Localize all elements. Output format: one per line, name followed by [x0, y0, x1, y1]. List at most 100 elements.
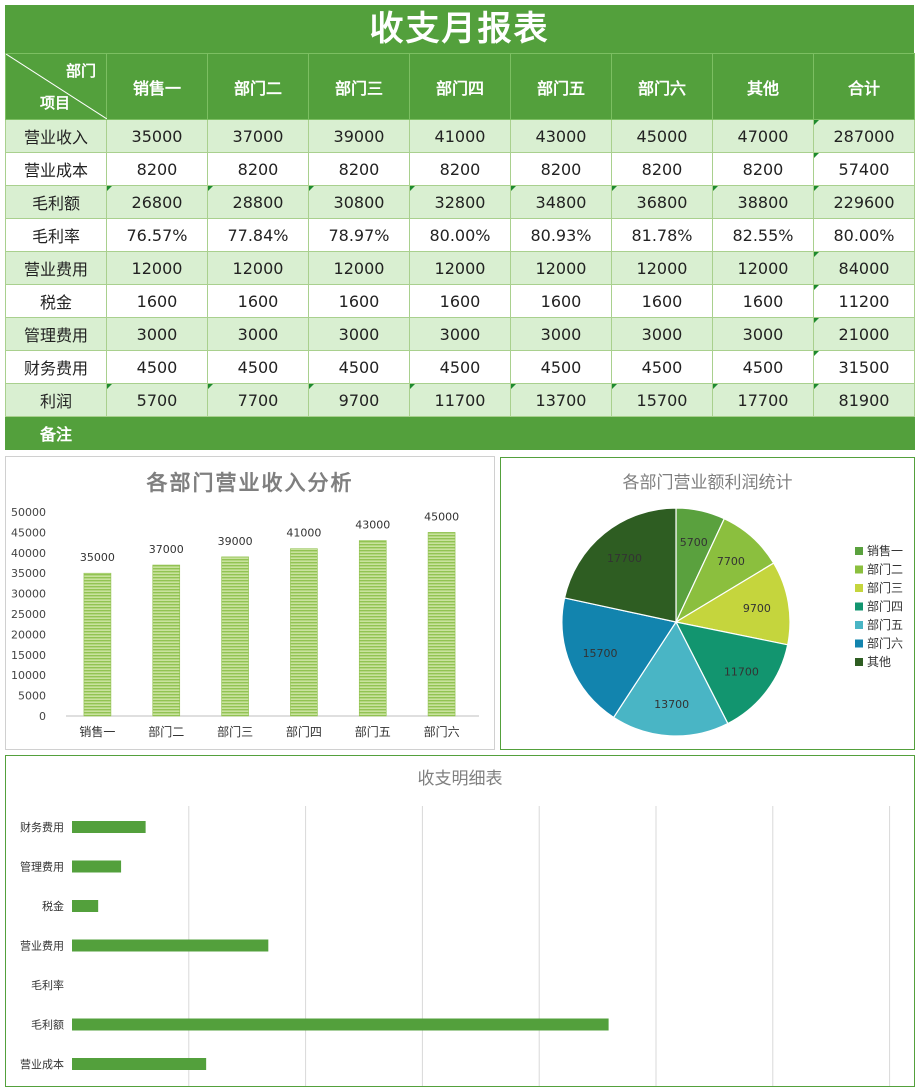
table-cell[interactable]: 8200 — [712, 152, 814, 186]
table-cell[interactable]: 26800 — [106, 185, 208, 219]
table-cell[interactable]: 4500 — [106, 350, 208, 384]
bar-value-label: 37000 — [149, 543, 184, 556]
table-cell[interactable]: 11700 — [409, 383, 511, 417]
table-cell[interactable]: 43000 — [510, 119, 612, 153]
row-label[interactable]: 财务费用 — [5, 350, 107, 384]
table-cell[interactable]: 81.78% — [611, 218, 713, 252]
table-cell[interactable]: 28800 — [207, 185, 309, 219]
table-cell[interactable]: 4500 — [308, 350, 410, 384]
table-cell[interactable]: 11200 — [813, 284, 915, 318]
row-label[interactable]: 营业收入 — [5, 119, 107, 153]
row-label[interactable]: 营业成本 — [5, 152, 107, 186]
table-cell[interactable]: 1600 — [207, 284, 309, 318]
table-cell[interactable]: 45000 — [611, 119, 713, 153]
table-cell[interactable]: 80.00% — [409, 218, 511, 252]
table-cell[interactable]: 3000 — [207, 317, 309, 351]
table-cell[interactable]: 57400 — [813, 152, 915, 186]
table-cell[interactable]: 3000 — [308, 317, 410, 351]
note-cell[interactable] — [106, 416, 915, 450]
table-cell[interactable]: 12000 — [611, 251, 713, 285]
table-cell[interactable]: 15700 — [611, 383, 713, 417]
table-cell[interactable]: 1600 — [510, 284, 612, 318]
row-label[interactable]: 利润 — [5, 383, 107, 417]
table-cell[interactable]: 3000 — [611, 317, 713, 351]
table-cell[interactable]: 12000 — [207, 251, 309, 285]
y-category-label: 营业成本 — [20, 1057, 64, 1071]
table-cell[interactable]: 1600 — [106, 284, 208, 318]
row-label[interactable]: 毛利率 — [5, 218, 107, 252]
table-cell[interactable]: 31500 — [813, 350, 915, 384]
revenue-bar — [427, 532, 456, 717]
table-cell[interactable]: 4500 — [510, 350, 612, 384]
table-cell[interactable]: 41000 — [409, 119, 511, 153]
table-cell[interactable]: 8200 — [409, 152, 511, 186]
table-cell[interactable]: 3000 — [409, 317, 511, 351]
table-cell[interactable]: 1600 — [308, 284, 410, 318]
pie-value-label: 13700 — [654, 698, 689, 711]
revenue-bar — [358, 540, 387, 717]
y-tick-label: 5000 — [18, 690, 46, 703]
table-cell[interactable]: 4500 — [712, 350, 814, 384]
row-label[interactable]: 营业费用 — [5, 251, 107, 285]
table-cell[interactable]: 229600 — [813, 185, 915, 219]
table-cell[interactable]: 7700 — [207, 383, 309, 417]
table-cell[interactable]: 5700 — [106, 383, 208, 417]
table-cell[interactable]: 84000 — [813, 251, 915, 285]
table-cell[interactable]: 9700 — [308, 383, 410, 417]
row-label[interactable]: 管理费用 — [5, 317, 107, 351]
table-cell[interactable]: 34800 — [510, 185, 612, 219]
table-cell[interactable]: 1600 — [409, 284, 511, 318]
table-cell[interactable]: 81900 — [813, 383, 915, 417]
table-cell[interactable]: 1600 — [611, 284, 713, 318]
table-cell[interactable]: 3000 — [712, 317, 814, 351]
table-cell[interactable]: 287000 — [813, 119, 915, 153]
header-row: 部门 项目 销售一 部门二 部门三 部门四 部门五 部门六 其他 合计 — [5, 53, 915, 120]
corner-top-label: 部门 — [65, 62, 96, 80]
table-cell[interactable]: 47000 — [712, 119, 814, 153]
legend-label: 其他 — [867, 655, 891, 669]
table-cell[interactable]: 39000 — [308, 119, 410, 153]
table-cell[interactable]: 78.97% — [308, 218, 410, 252]
table-cell[interactable]: 4500 — [611, 350, 713, 384]
table-cell[interactable]: 8200 — [510, 152, 612, 186]
row-label[interactable]: 毛利额 — [5, 185, 107, 219]
table-cell[interactable]: 3000 — [106, 317, 208, 351]
table-cell[interactable]: 8200 — [106, 152, 208, 186]
table-cell[interactable]: 80.93% — [510, 218, 612, 252]
legend-label: 部门六 — [867, 636, 903, 651]
table-cell[interactable]: 32800 — [409, 185, 511, 219]
table-cell[interactable]: 12000 — [409, 251, 511, 285]
y-tick-label: 30000 — [11, 588, 46, 601]
column-header: 部门五 — [510, 53, 612, 120]
corner-cell: 部门 项目 — [5, 53, 107, 120]
cell-marker-icon — [713, 384, 718, 389]
table-cell[interactable]: 37000 — [207, 119, 309, 153]
table-cell[interactable]: 30800 — [308, 185, 410, 219]
table-cell[interactable]: 36800 — [611, 185, 713, 219]
table-cell[interactable]: 77.84% — [207, 218, 309, 252]
table-cell[interactable]: 12000 — [510, 251, 612, 285]
table-cell[interactable]: 12000 — [106, 251, 208, 285]
x-tick-label: 部门六 — [424, 724, 460, 739]
table-cell[interactable]: 13700 — [510, 383, 612, 417]
table-cell[interactable]: 21000 — [813, 317, 915, 351]
table-cell[interactable]: 4500 — [409, 350, 511, 384]
table-cell[interactable]: 12000 — [712, 251, 814, 285]
x-tick-label: 部门四 — [286, 724, 322, 739]
table-cell[interactable]: 4500 — [207, 350, 309, 384]
bar-value-label: 39000 — [218, 535, 253, 548]
row-label[interactable]: 税金 — [5, 284, 107, 318]
table-cell[interactable]: 1600 — [712, 284, 814, 318]
table-cell[interactable]: 8200 — [611, 152, 713, 186]
table-cell[interactable]: 3000 — [510, 317, 612, 351]
table-cell[interactable]: 35000 — [106, 119, 208, 153]
table-cell[interactable]: 12000 — [308, 251, 410, 285]
table-cell[interactable]: 76.57% — [106, 218, 208, 252]
table-cell[interactable]: 82.55% — [712, 218, 814, 252]
table-cell[interactable]: 80.00% — [813, 218, 915, 252]
table-cell[interactable]: 38800 — [712, 185, 814, 219]
table-cell[interactable]: 17700 — [712, 383, 814, 417]
table-cell[interactable]: 8200 — [207, 152, 309, 186]
pie-value-label: 17700 — [607, 552, 642, 565]
table-cell[interactable]: 8200 — [308, 152, 410, 186]
